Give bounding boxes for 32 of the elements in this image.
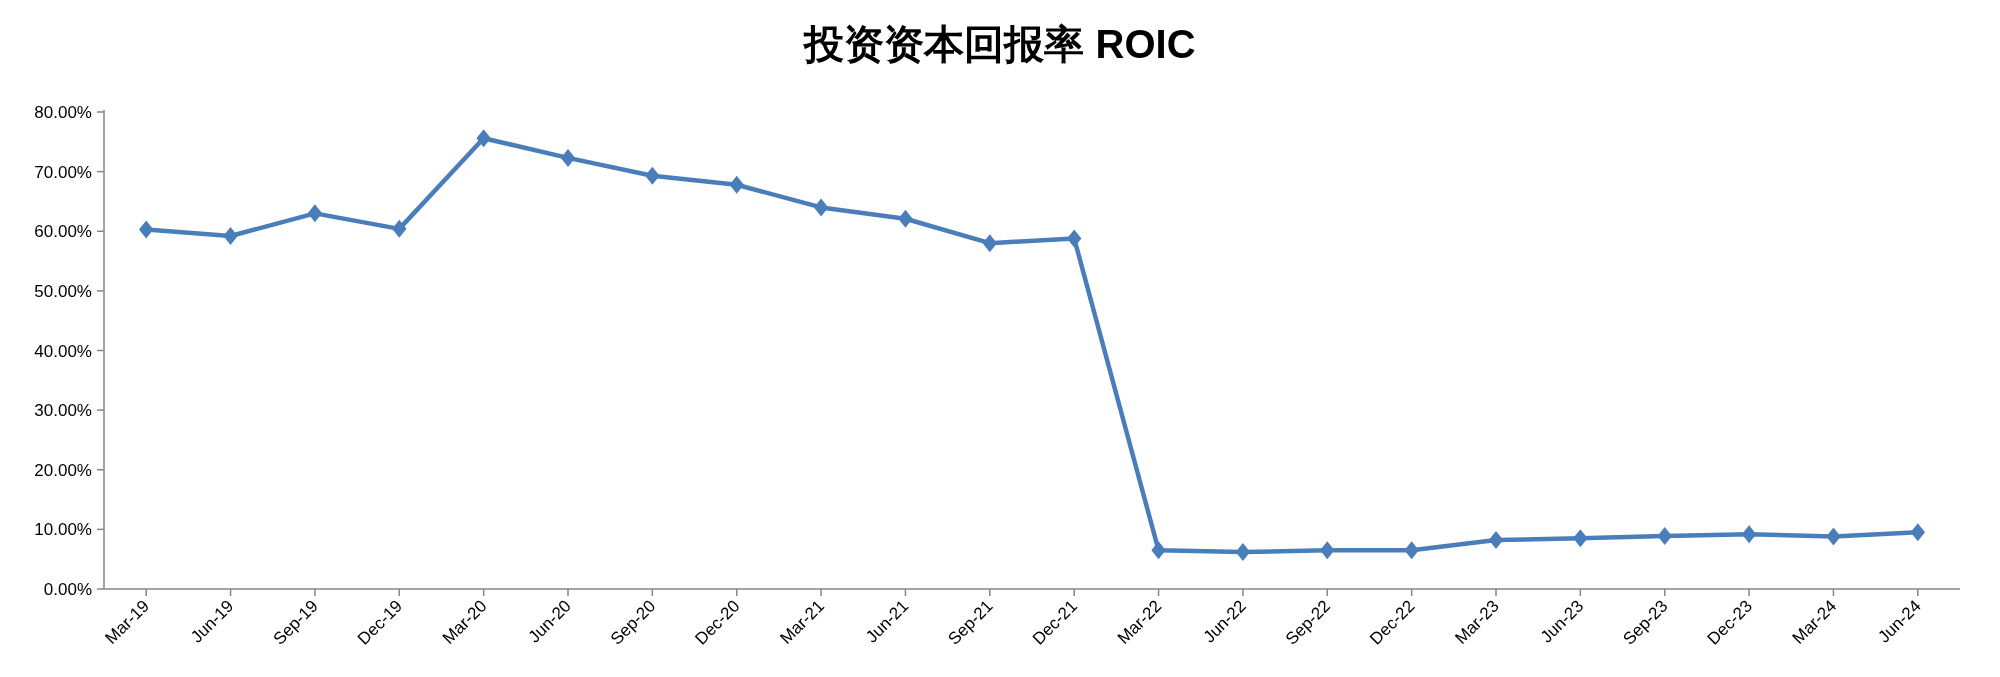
point: [560, 148, 576, 167]
point: [645, 166, 660, 185]
point: [223, 227, 238, 246]
point: [1235, 543, 1251, 562]
point: [1573, 529, 1588, 548]
y-tick-label: 10.00%: [34, 520, 92, 540]
point: [138, 220, 154, 239]
y-tick-label: 70.00%: [34, 162, 92, 182]
point: [1488, 531, 1504, 550]
y-tick-label: 80.00%: [34, 103, 92, 122]
point: [898, 209, 913, 228]
point: [307, 204, 323, 223]
y-tick-label: 30.00%: [34, 401, 92, 421]
point: [982, 234, 998, 253]
point: [1320, 541, 1335, 560]
point: [1657, 526, 1672, 545]
chart-title: 投资资本回报率 ROIC: [802, 22, 1196, 66]
point: [1404, 541, 1419, 560]
y-tick-label: 0.00%: [43, 580, 92, 599]
point: [729, 175, 744, 194]
y-tick-label: 40.00%: [34, 341, 92, 361]
y-tick-label: 50.00%: [34, 281, 92, 301]
point: [1910, 523, 1926, 542]
point: [1826, 527, 1841, 546]
point: [813, 198, 829, 217]
y-tick-label: 20.00%: [34, 460, 92, 480]
point: [1741, 525, 1757, 544]
point: [476, 129, 491, 148]
y-tick-label: 60.00%: [34, 222, 92, 242]
point: [1151, 541, 1166, 560]
point: [392, 219, 407, 238]
point: [1066, 229, 1082, 248]
